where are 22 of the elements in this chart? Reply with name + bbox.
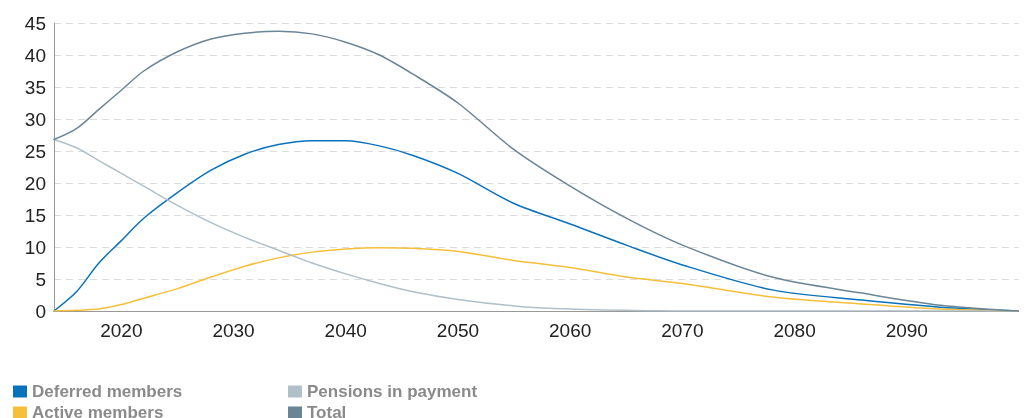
y-tick-label: 45 bbox=[24, 12, 46, 34]
x-tick-label: 2070 bbox=[661, 320, 704, 341]
y-tick-label: 0 bbox=[35, 300, 46, 322]
x-tick-label: 2080 bbox=[773, 320, 816, 341]
y-tick-label: 15 bbox=[24, 204, 46, 226]
y-tick-label: 5 bbox=[35, 268, 46, 290]
x-tick-label: 2020 bbox=[100, 320, 143, 341]
x-tick-label: 2090 bbox=[885, 320, 928, 341]
y-tick-label: 20 bbox=[24, 172, 46, 194]
y-tick-label: 10 bbox=[24, 236, 46, 258]
legend-label: Total bbox=[307, 403, 347, 418]
y-tick-label: 40 bbox=[24, 44, 46, 66]
y-tick-label: 25 bbox=[24, 140, 46, 162]
x-tick-label: 2060 bbox=[549, 320, 592, 341]
x-tick-label: 2050 bbox=[436, 320, 480, 341]
x-tick-label: 2040 bbox=[324, 320, 367, 341]
x-tick-label: 2030 bbox=[212, 320, 255, 341]
y-tick-label: 30 bbox=[24, 108, 46, 130]
legend-label: Active members bbox=[32, 403, 164, 418]
legend-label: Deferred members bbox=[32, 382, 183, 401]
y-tick-label: 35 bbox=[24, 76, 46, 98]
legend-label: Pensions in payment bbox=[307, 382, 478, 401]
